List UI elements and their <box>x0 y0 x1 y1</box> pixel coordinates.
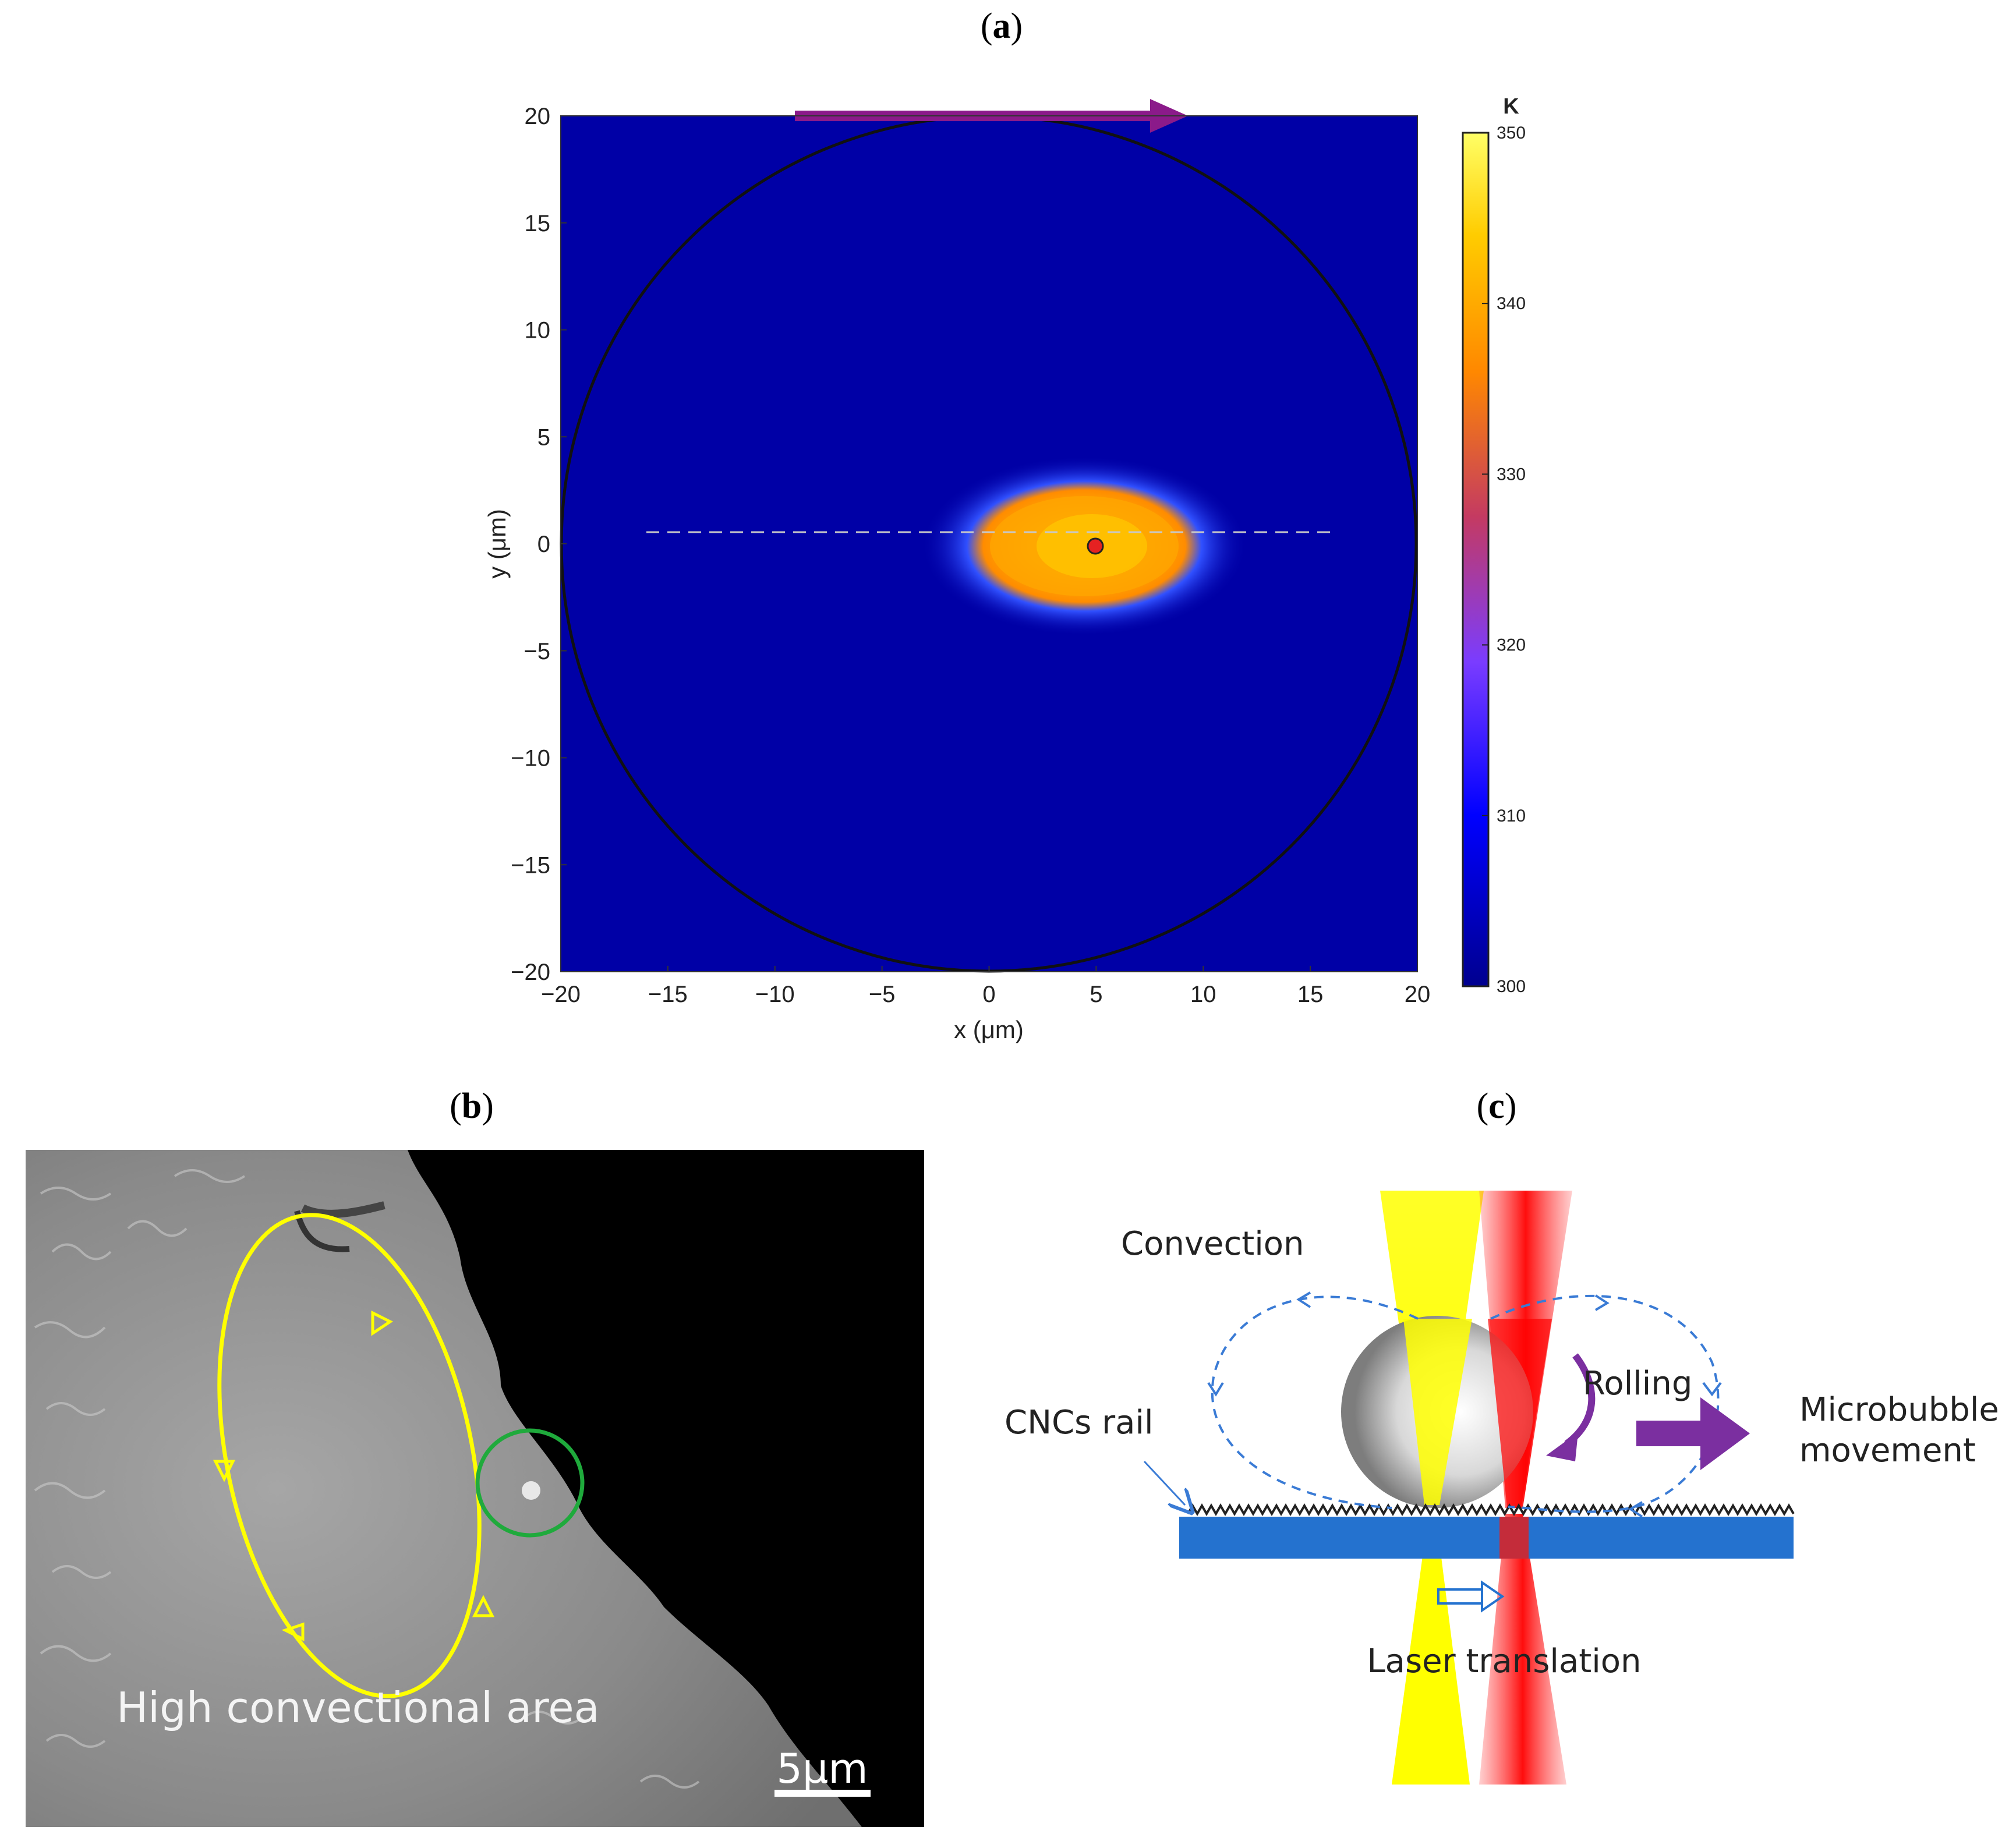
y-tick-label: −10 <box>511 746 550 771</box>
illuminated-region <box>26 1150 862 1827</box>
x-tick-label: −20 <box>541 982 581 1007</box>
movement-arrow-shaft <box>1636 1421 1700 1446</box>
y-tick-label: −15 <box>511 852 550 878</box>
loop-arrow-bottom <box>281 1622 305 1642</box>
bubble-core <box>522 1481 540 1500</box>
x-axis-label: x (μm) <box>954 1016 1024 1043</box>
colorbar-tick-label: 320 <box>1497 636 1526 655</box>
panel-b-label: (b) <box>450 1086 494 1126</box>
colorbar-tick-label: 340 <box>1497 294 1526 313</box>
convection-arrow-1 <box>1296 1291 1311 1308</box>
convection-loop <box>217 1213 482 1698</box>
translation-arrow-head <box>1481 1580 1505 1613</box>
colorbar: K 350 340 330 320 310 300 <box>1462 94 1526 996</box>
x-tick-label: −10 <box>755 982 795 1007</box>
rail-pointer <box>1143 1460 1185 1505</box>
convection-loop-left <box>1211 1295 1419 1509</box>
panel-c-schematic: Convection Rolling CNCs rail Microbubble… <box>1005 1191 1999 1785</box>
colorbar-gradient <box>1462 132 1490 987</box>
x-tick-label: 0 <box>982 982 995 1007</box>
streak-feature-2 <box>294 1210 350 1252</box>
streak-feature <box>300 1201 385 1218</box>
scale-bar <box>774 1790 871 1797</box>
y-tick-label: 0 <box>537 532 550 557</box>
convection-arrow-5 <box>1628 1501 1643 1518</box>
y-tick-label: 10 <box>525 318 551 344</box>
laser-spot-marker <box>1087 537 1104 555</box>
panel-a-label: (a) <box>980 6 1023 46</box>
convection-label: Convection <box>1121 1225 1304 1263</box>
red-beam-substrate-overlay <box>1499 1517 1529 1559</box>
y-axis-label: y (μm) <box>483 509 511 579</box>
x-tick-label: 20 <box>1405 982 1431 1007</box>
yellow-beam-lower <box>1392 1543 1470 1785</box>
yellow-beam-through-bubble <box>1403 1319 1472 1505</box>
x-tick-label: −15 <box>648 982 688 1007</box>
colorbar-tick-labels: 350 340 330 320 310 300 <box>1482 123 1526 996</box>
movement-arrow-head <box>1700 1397 1750 1470</box>
red-beam-through-bubble <box>1488 1319 1552 1508</box>
panel-a-heatmap: −20 −15 −10 −5 0 5 10 15 20 20151050−5−10−15−20 … <box>483 99 1430 1043</box>
x-tick-label: −5 <box>869 982 896 1007</box>
colorbar-tick-label: 310 <box>1497 806 1526 826</box>
y-tick-label: 15 <box>525 211 551 236</box>
rolling-label: Rolling <box>1583 1365 1692 1403</box>
movement-label-line2: movement <box>1799 1432 1976 1470</box>
rail-label: CNCs rail <box>1005 1404 1154 1442</box>
movement-label-line1: Microbubble <box>1799 1391 1999 1429</box>
colorbar-tick-label: 350 <box>1497 123 1526 143</box>
convection-arrow-4 <box>1702 1382 1722 1397</box>
rolling-arrow-head <box>1546 1432 1578 1461</box>
loop-arrow-left <box>213 1460 236 1482</box>
panel-c-label: (c) <box>1476 1086 1517 1126</box>
x-tick-label: 15 <box>1297 982 1324 1007</box>
bubble-marker-circle <box>475 1428 585 1538</box>
loop-arrow-right <box>472 1595 495 1617</box>
surface-texture <box>34 1169 700 1789</box>
x-tick-labels: −20 −15 −10 −5 0 5 10 15 20 <box>541 966 1430 1007</box>
colorbar-tick-label: 330 <box>1497 465 1526 484</box>
x-tick-label: 5 <box>1090 982 1102 1007</box>
y-tick-label: −20 <box>511 960 550 985</box>
y-tick-label: 20 <box>525 104 551 129</box>
laser-translation-label: Laser translation <box>1367 1642 1641 1680</box>
convection-arrow-2 <box>1207 1382 1224 1397</box>
x-tick-label: 10 <box>1190 982 1216 1007</box>
loop-arrow-top <box>371 1310 393 1336</box>
high-convection-label: High convectional area <box>116 1683 600 1732</box>
panel-b-micrograph: High convectional area 5μm <box>26 1150 924 1827</box>
y-tick-labels: 20 15 10 5 0 −5 −10 −15 −20 <box>511 104 567 985</box>
y-tick-label: 5 <box>537 424 550 450</box>
y-tick-label: −5 <box>524 639 550 664</box>
substrate <box>1179 1517 1794 1559</box>
rail-sawtooth <box>1187 1503 1795 1517</box>
colorbar-unit: K <box>1503 94 1519 119</box>
red-beam-lower <box>1479 1514 1566 1785</box>
scale-bar-label: 5μm <box>776 1745 868 1793</box>
convection-arrow-3 <box>1594 1294 1610 1311</box>
colorbar-tick-label: 300 <box>1497 977 1526 996</box>
